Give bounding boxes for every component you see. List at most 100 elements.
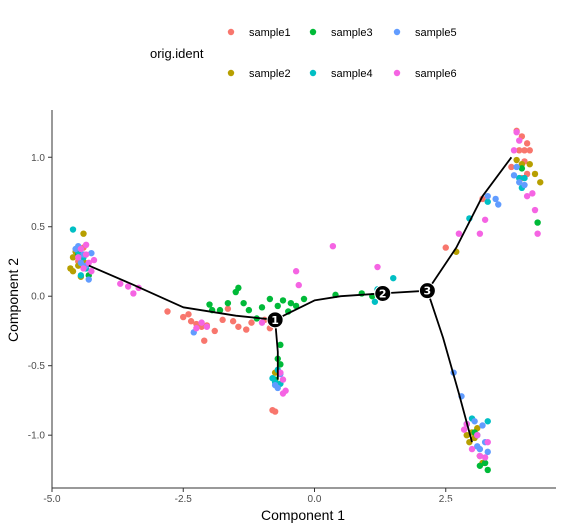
data-point bbox=[287, 299, 295, 307]
data-point bbox=[523, 140, 531, 147]
data-point bbox=[484, 438, 491, 446]
legend-swatch bbox=[393, 28, 401, 36]
data-point bbox=[258, 319, 266, 326]
data-point bbox=[374, 263, 381, 271]
data-point bbox=[130, 290, 137, 297]
legend-entry-sample4: sample4 bbox=[309, 68, 373, 80]
data-point bbox=[274, 302, 281, 310]
data-point bbox=[243, 326, 250, 333]
data-point bbox=[185, 311, 192, 318]
y-tick-label: -0.5 bbox=[28, 361, 46, 372]
trajectory-segment bbox=[274, 292, 383, 321]
series-sample1 bbox=[75, 127, 533, 415]
legend-entry-sample5: sample5 bbox=[393, 27, 457, 39]
data-point bbox=[77, 245, 85, 253]
data-point bbox=[88, 249, 95, 257]
data-point bbox=[258, 304, 266, 311]
y-tick-label: 0.0 bbox=[31, 292, 45, 303]
data-point bbox=[80, 230, 87, 237]
legend-label: sample4 bbox=[331, 68, 373, 80]
x-tick-label: -5.0 bbox=[43, 494, 61, 505]
branch-point-3: 3 bbox=[418, 282, 436, 300]
data-point bbox=[516, 137, 523, 144]
data-point bbox=[476, 462, 484, 469]
data-point bbox=[219, 316, 226, 324]
legend-swatch bbox=[227, 69, 235, 77]
data-point bbox=[371, 298, 379, 305]
series-sample3 bbox=[75, 165, 541, 474]
data-point bbox=[277, 341, 284, 349]
data-point bbox=[85, 259, 92, 267]
data-point bbox=[518, 165, 526, 172]
legend-entry-sample1: sample1 bbox=[227, 27, 291, 39]
data-point bbox=[69, 268, 77, 275]
data-point bbox=[481, 459, 489, 467]
legend-title: orig.ident bbox=[150, 46, 204, 61]
data-point bbox=[484, 418, 491, 425]
branch-point-label: 3 bbox=[424, 285, 432, 298]
data-point bbox=[292, 268, 300, 275]
data-point bbox=[69, 226, 77, 233]
y-tick-label: 1.0 bbox=[31, 153, 45, 164]
branch-point-marker bbox=[418, 282, 436, 300]
data-point bbox=[481, 454, 489, 461]
data-point bbox=[201, 337, 208, 344]
data-point bbox=[531, 170, 539, 178]
data-point bbox=[82, 241, 90, 249]
data-point bbox=[211, 327, 218, 335]
data-point bbox=[455, 230, 463, 237]
data-point bbox=[529, 190, 536, 197]
data-point bbox=[277, 361, 284, 368]
legend-entry-sample3: sample3 bbox=[309, 27, 373, 39]
data-point bbox=[75, 254, 82, 261]
data-point bbox=[193, 324, 200, 332]
data-point bbox=[526, 147, 533, 154]
data-point bbox=[474, 443, 481, 450]
data-point bbox=[229, 318, 237, 325]
x-tick-label: 2.5 bbox=[439, 494, 453, 505]
trajectory-segment bbox=[274, 319, 279, 380]
data-point bbox=[235, 323, 242, 330]
x-axis-ticks: -5.0 -2.5 0.0 2.5 bbox=[43, 488, 453, 505]
data-point bbox=[235, 284, 242, 292]
data-point bbox=[513, 163, 520, 171]
legend-swatch bbox=[227, 28, 235, 36]
data-point bbox=[206, 301, 213, 308]
legend-label: sample2 bbox=[249, 68, 291, 80]
trajectory-segment bbox=[88, 264, 276, 321]
data-point bbox=[292, 302, 300, 310]
data-point bbox=[526, 160, 533, 168]
data-point bbox=[476, 230, 484, 237]
x-tick-label: -2.5 bbox=[175, 494, 193, 505]
data-point bbox=[245, 306, 253, 314]
legend: orig.ident sample1 sample3 sample5 sample2 s… bbox=[150, 27, 457, 80]
data-point bbox=[216, 306, 224, 314]
data-point bbox=[300, 295, 308, 303]
data-point bbox=[531, 206, 539, 214]
y-axis-ticks: -1.0 -0.5 0.0 0.5 1.0 bbox=[28, 153, 52, 442]
trajectory-lines bbox=[88, 156, 513, 443]
data-point bbox=[471, 418, 478, 425]
data-point bbox=[468, 445, 476, 453]
data-point bbox=[481, 216, 489, 223]
data-point bbox=[484, 448, 491, 456]
data-point bbox=[513, 156, 520, 164]
data-points bbox=[67, 127, 544, 474]
data-point bbox=[77, 259, 85, 267]
data-point bbox=[187, 318, 195, 325]
data-point bbox=[460, 426, 468, 433]
data-point bbox=[495, 201, 502, 208]
data-point bbox=[463, 431, 470, 439]
data-point bbox=[508, 163, 515, 171]
legend-swatch bbox=[393, 69, 401, 77]
data-point bbox=[85, 276, 92, 283]
data-point bbox=[277, 369, 284, 376]
data-point bbox=[521, 147, 528, 154]
legend-label: sample1 bbox=[249, 27, 291, 39]
trajectory-segment bbox=[426, 290, 473, 443]
branch-point-marker bbox=[266, 311, 284, 329]
branch-points: 1 2 3 bbox=[266, 282, 436, 329]
legend-label: sample5 bbox=[415, 27, 457, 39]
data-point bbox=[390, 274, 397, 282]
